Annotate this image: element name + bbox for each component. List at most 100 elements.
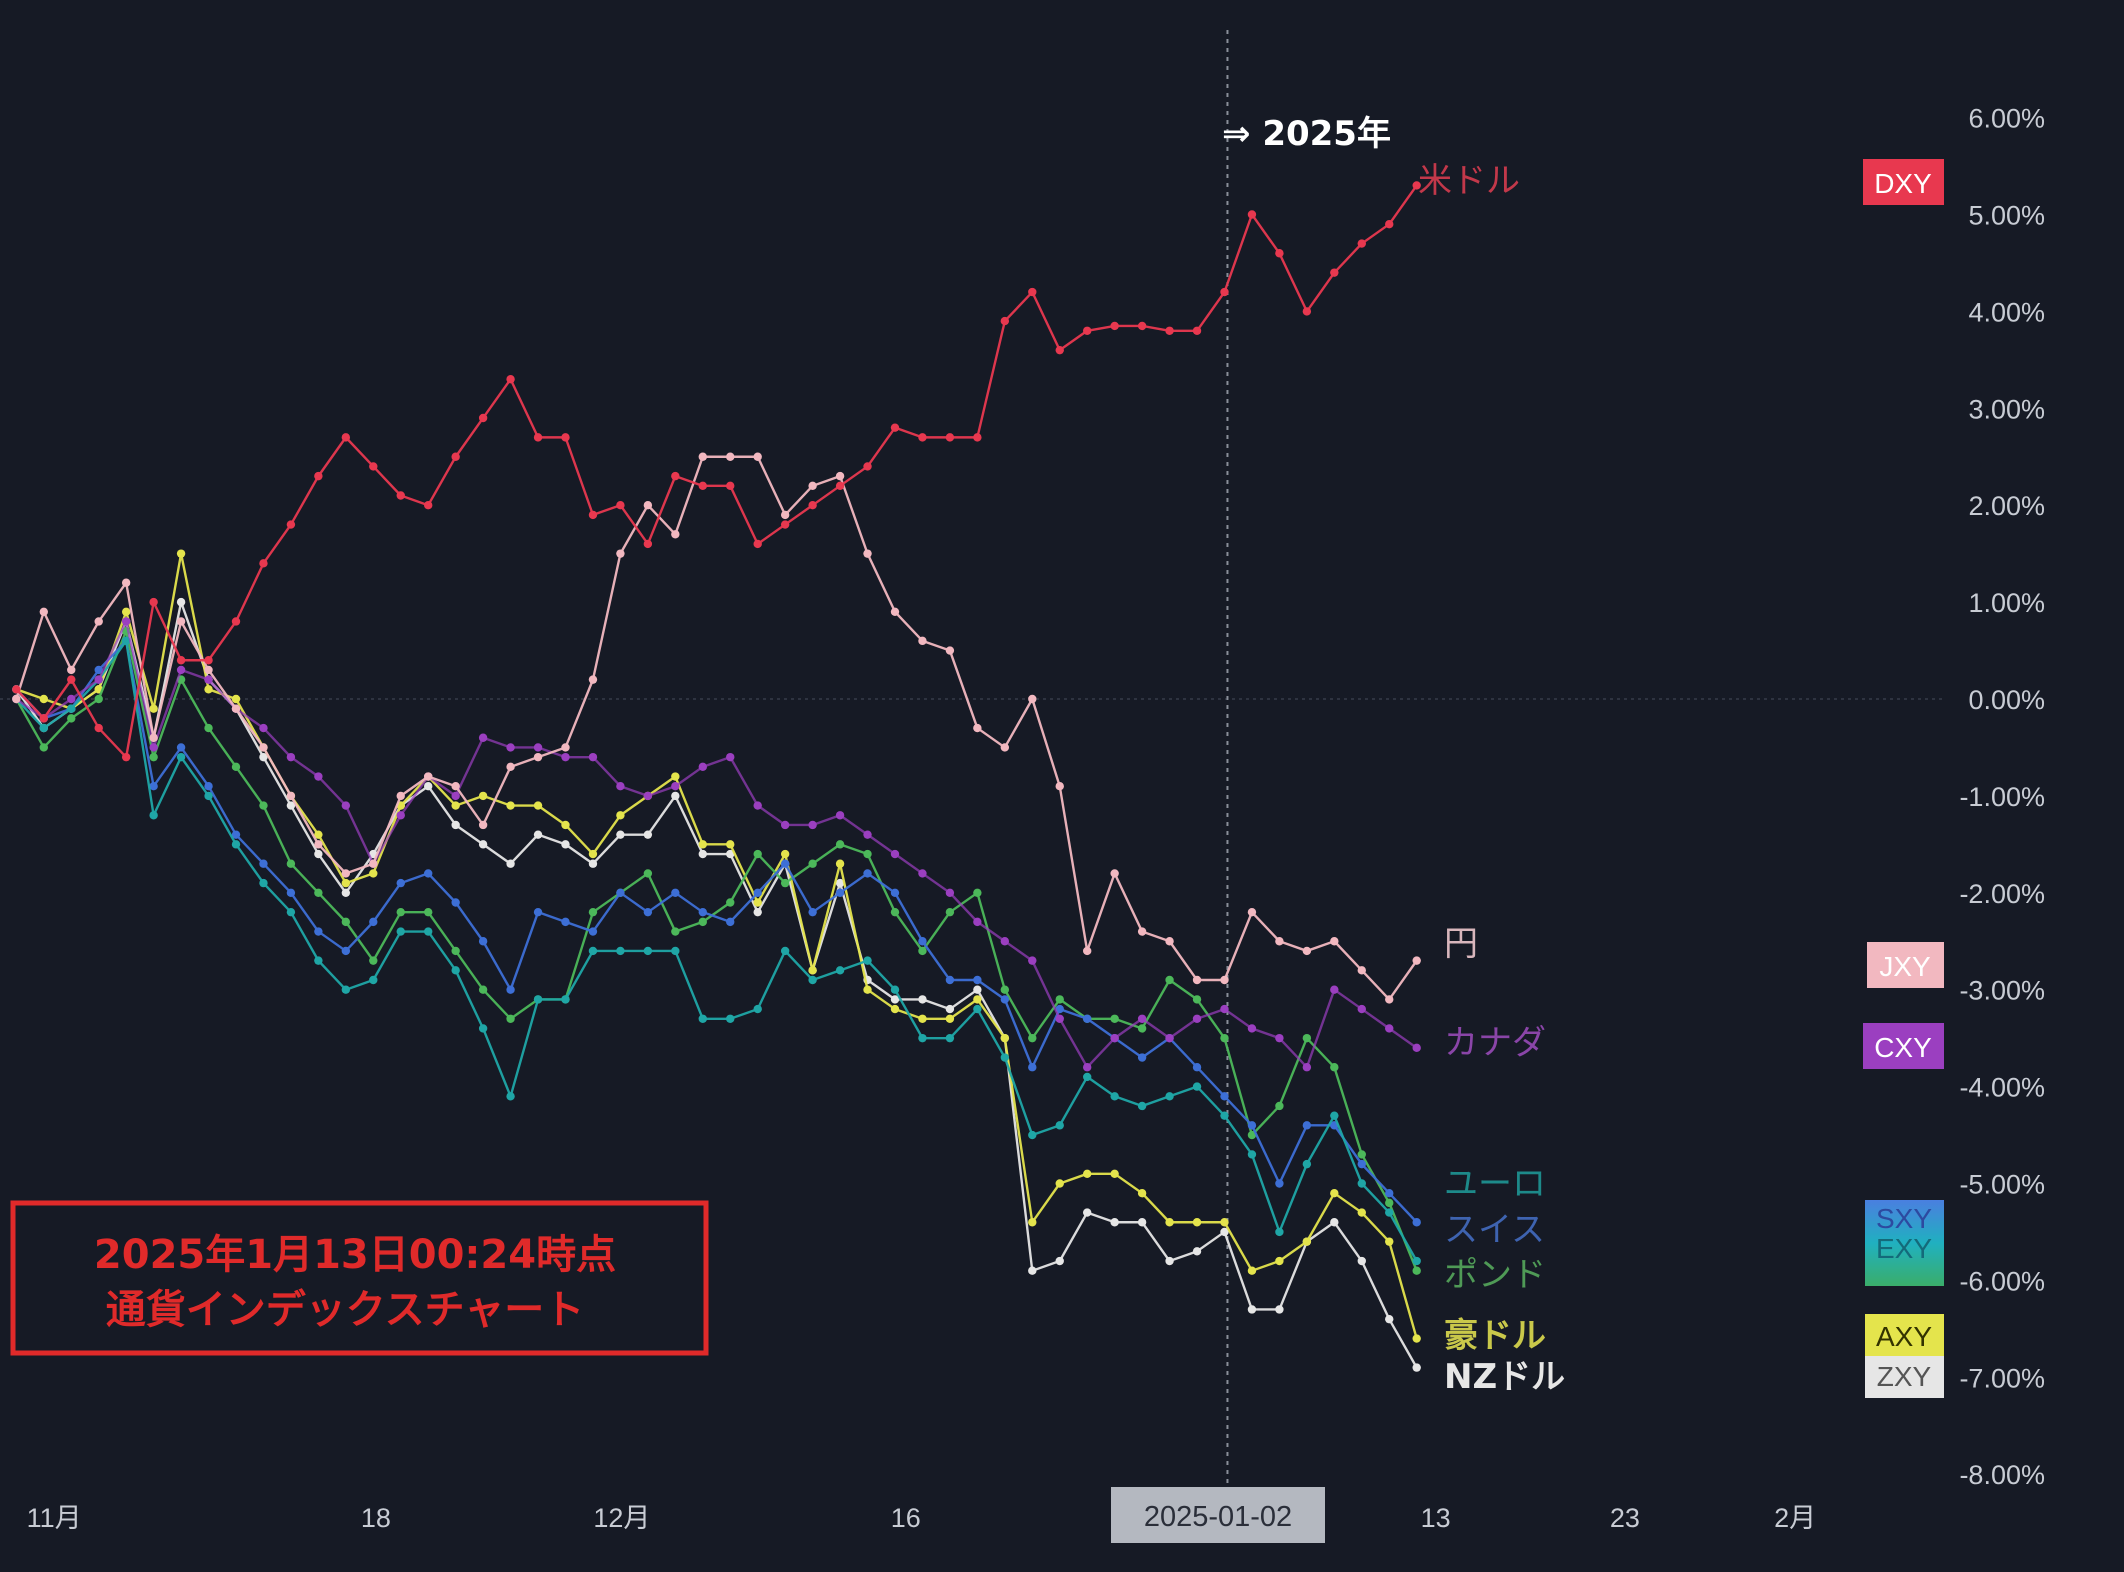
data-point xyxy=(149,743,158,752)
data-point xyxy=(808,820,817,830)
y-tick-label: -6.00% xyxy=(1959,1266,2045,1296)
data-point xyxy=(588,752,598,762)
data-point xyxy=(588,849,598,859)
data-point xyxy=(424,501,433,510)
data-point xyxy=(726,849,735,859)
label-aud: 豪ドル xyxy=(1444,1316,1546,1356)
data-point xyxy=(176,665,186,675)
data-point xyxy=(1055,1121,1064,1130)
series-line xyxy=(15,600,1418,1369)
data-point xyxy=(424,907,433,917)
data-point xyxy=(1275,249,1284,258)
data-point xyxy=(726,898,735,907)
data-point xyxy=(780,859,790,868)
data-point xyxy=(286,752,296,762)
data-point xyxy=(1028,694,1037,704)
data-point xyxy=(478,937,488,946)
data-point xyxy=(424,782,433,791)
data-point xyxy=(808,859,817,868)
label-eur: ユーロ xyxy=(1444,1164,1546,1204)
data-point xyxy=(1330,985,1339,994)
data-point xyxy=(671,888,680,897)
data-point xyxy=(1000,937,1010,946)
data-point xyxy=(1412,181,1421,190)
data-point xyxy=(1412,956,1421,965)
data-point xyxy=(918,636,927,646)
data-point xyxy=(149,782,158,791)
data-point xyxy=(835,966,845,975)
series-line xyxy=(15,639,1418,1262)
series-cxy xyxy=(12,617,1421,1072)
data-point xyxy=(973,917,982,927)
data-point xyxy=(1412,1256,1421,1266)
data-point xyxy=(1247,1150,1257,1159)
data-point xyxy=(533,801,543,810)
data-point xyxy=(1385,1314,1394,1324)
data-point xyxy=(1220,1092,1229,1101)
data-point xyxy=(1110,321,1119,331)
data-point xyxy=(890,423,900,432)
data-point xyxy=(39,743,48,752)
data-point xyxy=(1357,966,1366,975)
data-point xyxy=(616,811,625,820)
data-point xyxy=(94,617,103,626)
data-point xyxy=(176,617,186,626)
data-point xyxy=(890,849,900,859)
data-point xyxy=(1357,239,1366,248)
y-tick-label: 0.00% xyxy=(1968,685,2045,715)
data-point xyxy=(698,452,707,461)
x-tick-label: 18 xyxy=(361,1503,391,1533)
data-point xyxy=(1000,995,1010,1004)
data-point xyxy=(808,966,817,975)
data-point xyxy=(726,481,735,491)
data-point xyxy=(259,859,268,868)
data-point xyxy=(424,869,433,878)
data-point xyxy=(231,830,241,839)
data-point xyxy=(451,791,460,801)
timestamp-annotation-box: 2025年1月13日00:24時点 通貨インデックスチャート xyxy=(10,1200,709,1356)
data-point xyxy=(643,907,653,917)
data-point xyxy=(1055,995,1064,1004)
svg-text:JXY: JXY xyxy=(1879,951,1931,982)
data-point xyxy=(1412,1334,1421,1343)
y-tick-label: 4.00% xyxy=(1968,297,2045,327)
data-point xyxy=(341,985,351,994)
data-point xyxy=(863,549,872,558)
data-point xyxy=(588,907,598,917)
data-point xyxy=(698,1014,707,1023)
data-point xyxy=(286,801,296,810)
svg-text:2025年1月13日00:24時点: 2025年1月13日00:24時点 xyxy=(94,1232,616,1278)
data-point xyxy=(753,801,762,810)
data-point xyxy=(1220,1227,1229,1237)
data-point xyxy=(39,694,48,704)
data-point xyxy=(561,995,570,1004)
data-point xyxy=(918,1014,927,1023)
data-point xyxy=(1412,1363,1421,1372)
data-point xyxy=(890,907,900,917)
data-point xyxy=(1192,1063,1202,1072)
data-point xyxy=(698,840,707,849)
data-point xyxy=(945,646,955,655)
data-point xyxy=(478,840,488,849)
series-line xyxy=(15,629,1418,1272)
data-point xyxy=(506,859,515,868)
data-point xyxy=(561,820,570,830)
data-point xyxy=(39,723,48,733)
data-point xyxy=(835,859,845,868)
x-tick-label: 23 xyxy=(1610,1503,1640,1533)
data-point xyxy=(1165,1256,1174,1266)
data-point xyxy=(1055,345,1064,355)
data-point xyxy=(588,927,598,936)
label-usd: 米ドル xyxy=(1418,161,1520,201)
data-point xyxy=(204,723,213,733)
data-point xyxy=(671,530,680,539)
data-point xyxy=(1330,1218,1339,1227)
data-point xyxy=(561,743,570,752)
data-point xyxy=(39,607,48,616)
data-point xyxy=(176,752,186,762)
data-point xyxy=(863,849,872,859)
data-point xyxy=(286,888,296,897)
data-point xyxy=(259,743,268,752)
data-point xyxy=(1275,1227,1284,1237)
data-point xyxy=(918,1033,927,1043)
